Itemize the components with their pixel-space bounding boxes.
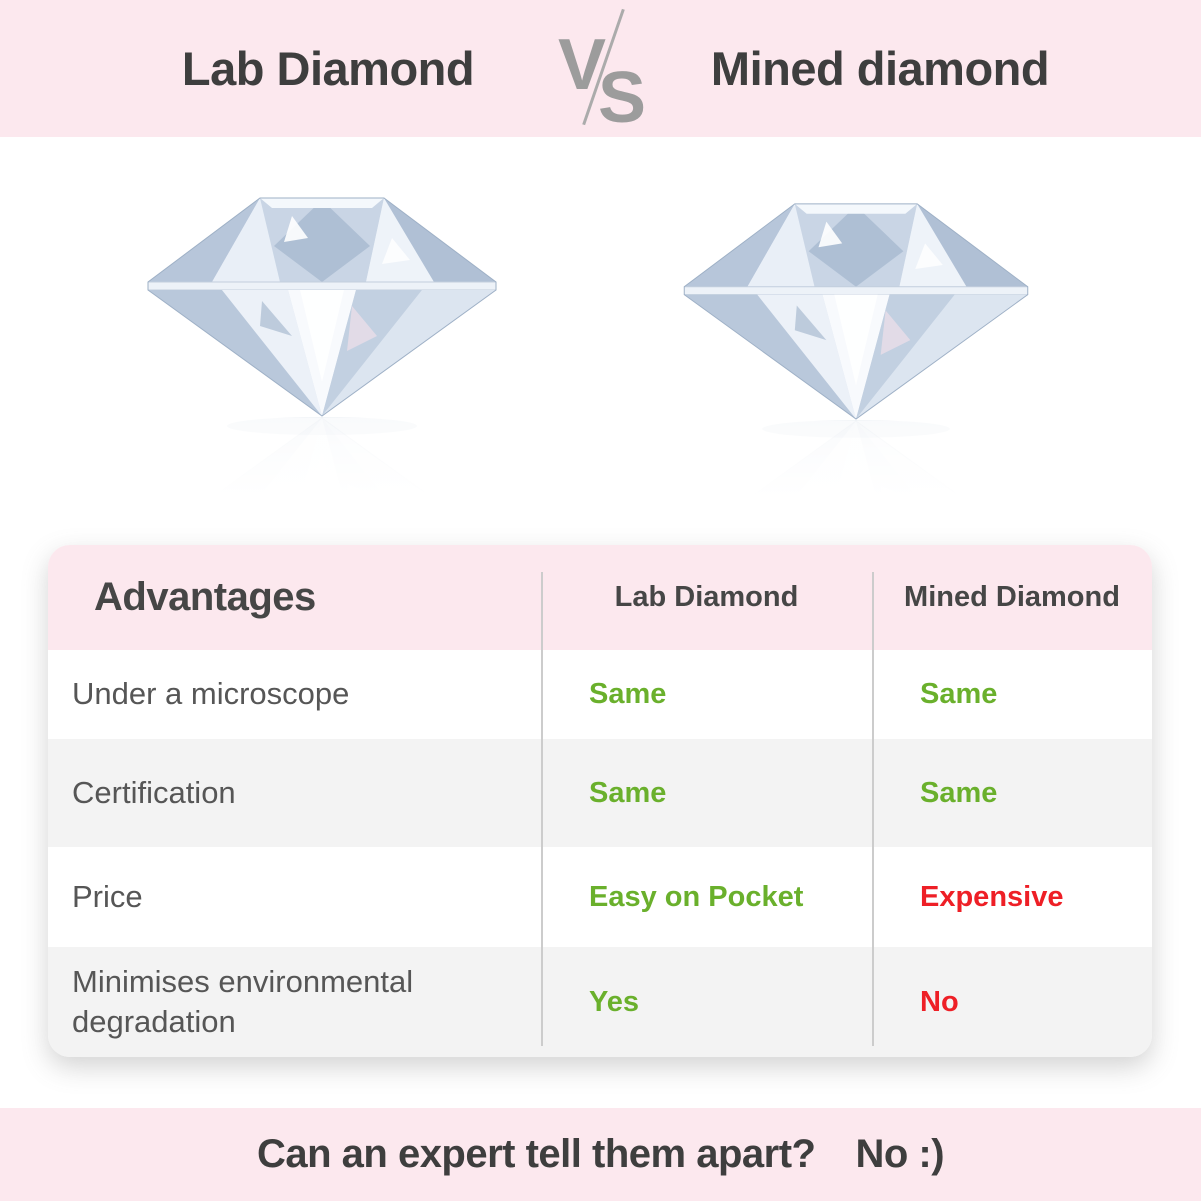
mined-diamond-column-header: Mined Diamond xyxy=(904,581,1120,613)
footer-answer: No :) xyxy=(855,1132,945,1176)
header-title-mined: Mined diamond xyxy=(710,42,1050,95)
footer-question: Can an expert tell them apart? xyxy=(256,1132,816,1176)
vs-letter-v: V xyxy=(558,25,607,105)
mined-value-cell: Expensive xyxy=(872,847,1152,947)
row-label: Under a microscope xyxy=(72,676,350,712)
lab-diamond-column-header: Lab Diamond xyxy=(614,581,799,613)
mined-value-cell: Same xyxy=(872,739,1152,847)
row-label: Minimises environmental degradation xyxy=(72,963,414,1039)
column-divider xyxy=(872,572,874,1046)
header-title-lab: Lab Diamond xyxy=(181,42,475,95)
footer-band: Can an expert tell them apart? No :) xyxy=(0,1108,1201,1201)
mined-value-cell: No xyxy=(872,947,1152,1057)
lab-value-cell: Yes xyxy=(541,947,872,1057)
header-band: Lab Diamond V S Mined diamond xyxy=(0,0,1201,137)
comparison-card: Advantages Lab Diamond Mined Diamond Und… xyxy=(48,545,1152,1057)
lab-value: Yes xyxy=(589,985,639,1018)
lab-value: Same xyxy=(589,776,667,809)
mined-value: Same xyxy=(920,776,998,809)
lab-value: Same xyxy=(589,678,667,710)
lab-diamond-image xyxy=(142,186,502,501)
vs-letter-s: S xyxy=(598,58,647,138)
mined-diamond-image xyxy=(678,192,1034,503)
row-label: Price xyxy=(72,878,143,914)
advantages-header: Advantages xyxy=(94,575,316,619)
mined-value: No xyxy=(920,985,959,1018)
mined-value-cell: Same xyxy=(872,650,1152,739)
vs-mark: V S xyxy=(545,0,660,137)
mined-value: Same xyxy=(920,678,998,710)
table-header-row: Advantages Lab Diamond Mined Diamond xyxy=(48,545,1152,650)
mined-value: Expensive xyxy=(920,880,1064,913)
table-row-under-a-microscope: Under a microscope Same Same xyxy=(48,650,1152,739)
table-row-environmental-degradation: Minimises environmental degradation Yes … xyxy=(48,947,1152,1057)
table-row-certification: Certification Same Same xyxy=(48,739,1152,847)
row-label: Certification xyxy=(72,774,236,810)
lab-value-cell: Easy on Pocket xyxy=(541,847,872,947)
lab-value-cell: Same xyxy=(541,650,872,739)
lab-value-cell: Same xyxy=(541,739,872,847)
table-row-price: Price Easy on Pocket Expensive xyxy=(48,847,1152,947)
column-divider xyxy=(541,572,543,1046)
lab-value: Easy on Pocket xyxy=(589,880,804,913)
